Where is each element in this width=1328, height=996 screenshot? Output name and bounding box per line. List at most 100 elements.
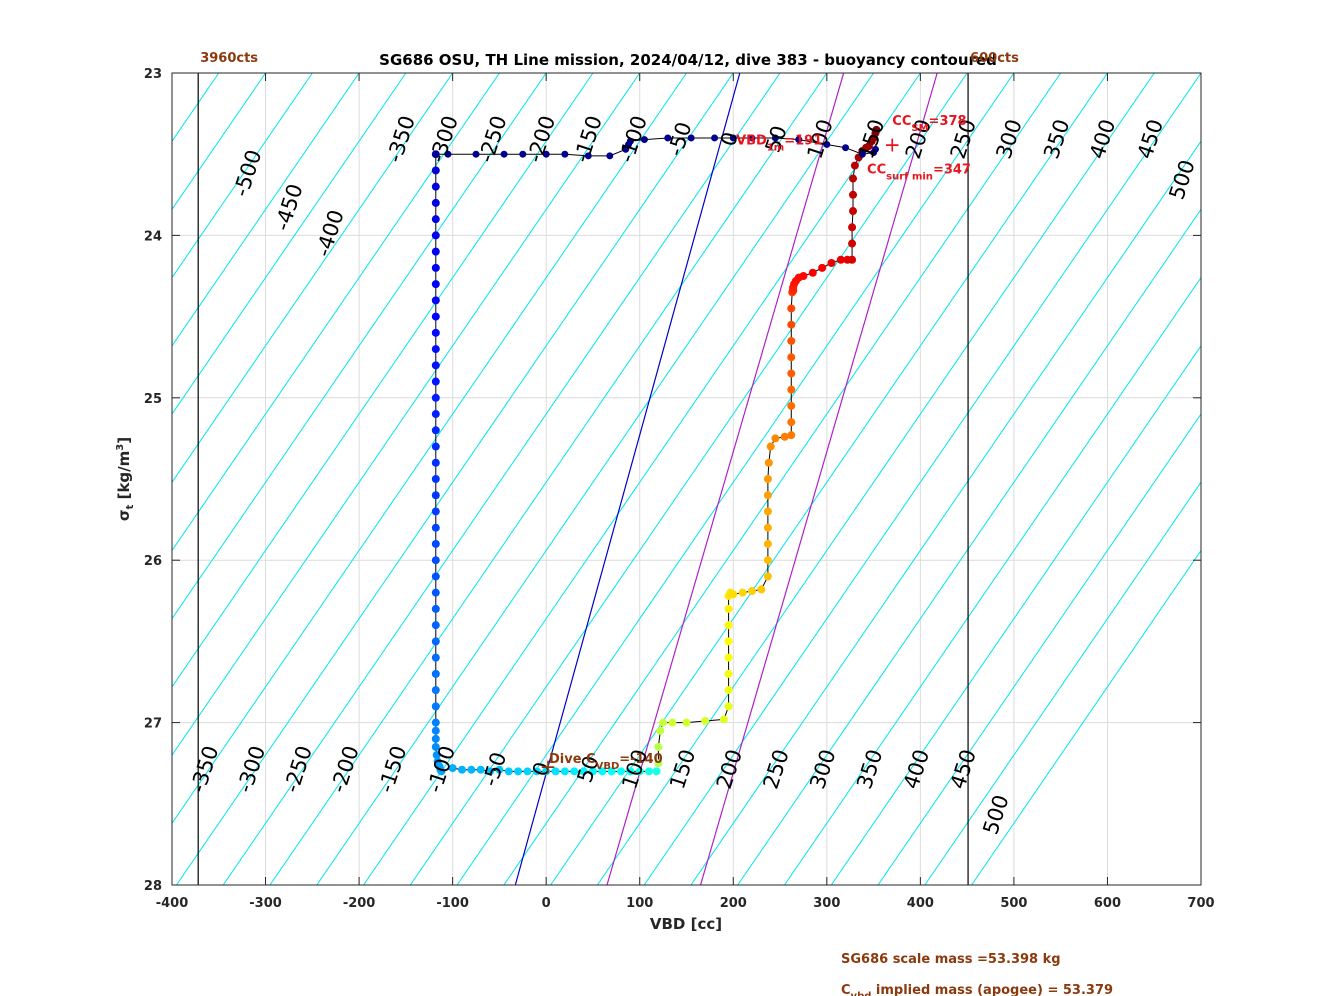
contour-label: 150 — [665, 746, 700, 792]
climb-point — [724, 686, 733, 695]
footer-line: SG686 scale mass =53.398 kg — [841, 952, 1061, 967]
contour-label: 250 — [759, 746, 794, 792]
surface-point — [561, 150, 569, 158]
climb-point — [849, 207, 858, 216]
x-tick-label: -400 — [156, 896, 189, 911]
climb-point — [848, 239, 857, 248]
dive-point — [431, 507, 440, 516]
contour-label: -250 — [279, 743, 317, 796]
dive-point — [448, 764, 457, 773]
reference-lines — [514, 73, 938, 885]
dive-point — [431, 442, 440, 451]
climb-point — [764, 458, 773, 467]
contour-line — [409, 73, 968, 885]
dive-point — [431, 742, 440, 751]
climb-point — [827, 259, 836, 268]
x-tick-label: 400 — [907, 896, 934, 911]
contour-line — [172, 73, 641, 756]
contour-line — [784, 276, 1201, 885]
dive-point — [431, 182, 440, 191]
x-tick-label: 300 — [813, 896, 840, 911]
surface-point — [858, 150, 866, 158]
climb-point — [654, 759, 663, 768]
climb-point — [757, 585, 766, 594]
contour-label: -50 — [663, 119, 696, 159]
dive-point — [495, 765, 504, 774]
dive-point — [598, 767, 607, 776]
dive-point — [431, 345, 440, 354]
surface-point — [871, 145, 879, 153]
marker-cc-sm-plus: + — [884, 132, 901, 156]
chart-title: SG686 OSU, TH Line mission, 2024/04/12, … — [379, 51, 997, 69]
climb-point — [654, 742, 663, 751]
contour-line — [172, 73, 220, 143]
contour-label: -200 — [326, 743, 364, 796]
count-limit-label: 3960cts — [200, 51, 258, 66]
x-tick-label: 600 — [1094, 896, 1121, 911]
dive-point — [645, 767, 654, 776]
contour-line — [596, 73, 1155, 885]
x-tick-label: -300 — [249, 896, 282, 911]
contour-line — [363, 73, 921, 885]
dive-point — [431, 539, 440, 548]
climb-point — [787, 304, 796, 313]
climb-point — [729, 590, 738, 599]
dive-point — [652, 767, 661, 776]
climb-point — [763, 572, 772, 581]
surface-point — [664, 134, 672, 142]
dive-point — [431, 718, 440, 727]
climb-point — [787, 369, 796, 378]
dive-point — [431, 637, 440, 646]
contour-label: -350 — [382, 113, 420, 166]
contour-line — [830, 344, 1201, 885]
contour-line — [172, 73, 407, 415]
surface-point — [640, 136, 648, 144]
contour-label: 300 — [805, 746, 840, 792]
dive-point — [617, 767, 626, 776]
dive-point — [431, 686, 440, 695]
surface-point — [432, 150, 440, 158]
contour-line — [690, 140, 1201, 885]
contour-line — [172, 73, 313, 279]
dive-point — [431, 458, 440, 467]
dive-point — [532, 767, 541, 776]
climb-point — [763, 523, 772, 532]
contour-label: -250 — [474, 113, 512, 166]
surface-point — [687, 134, 695, 142]
climb-point — [682, 718, 691, 727]
reference-line — [699, 73, 938, 885]
contour-line — [877, 413, 1201, 885]
dive-point — [431, 361, 440, 370]
dive-point — [431, 166, 440, 175]
contour-line — [550, 73, 1108, 885]
dive-point — [579, 767, 588, 776]
climb-point — [763, 475, 772, 483]
dive-point — [431, 377, 440, 386]
contour-label: 200 — [712, 746, 747, 792]
dive-point — [431, 588, 440, 597]
dive-point — [431, 572, 440, 581]
contour-label: -300 — [425, 113, 463, 166]
contour-label: 500 — [1165, 157, 1200, 203]
climb-point — [787, 431, 796, 440]
x-axis-label: VBD [cc] — [650, 915, 722, 933]
surface-point — [519, 150, 527, 158]
climb-point — [659, 718, 668, 727]
data-points — [431, 125, 881, 776]
contour-label: -50 — [478, 749, 511, 789]
climb-point — [763, 556, 772, 565]
dive-point — [467, 765, 476, 774]
surface-point — [500, 150, 508, 158]
surface-point — [842, 144, 850, 152]
climb-point — [724, 653, 733, 662]
climb-point — [771, 434, 780, 443]
contour-label: -350 — [186, 743, 224, 796]
dive-point — [523, 767, 532, 776]
contour-label: -150 — [374, 743, 412, 796]
dive-point — [431, 491, 440, 500]
surface-point — [472, 150, 480, 158]
contour-line — [172, 73, 594, 688]
y-axis-label: σt [kg/m3] — [115, 437, 136, 521]
x-tick-label: 700 — [1187, 896, 1214, 911]
footer-line: Cvbd implied mass (apogee) = 53.379 — [841, 983, 1113, 996]
